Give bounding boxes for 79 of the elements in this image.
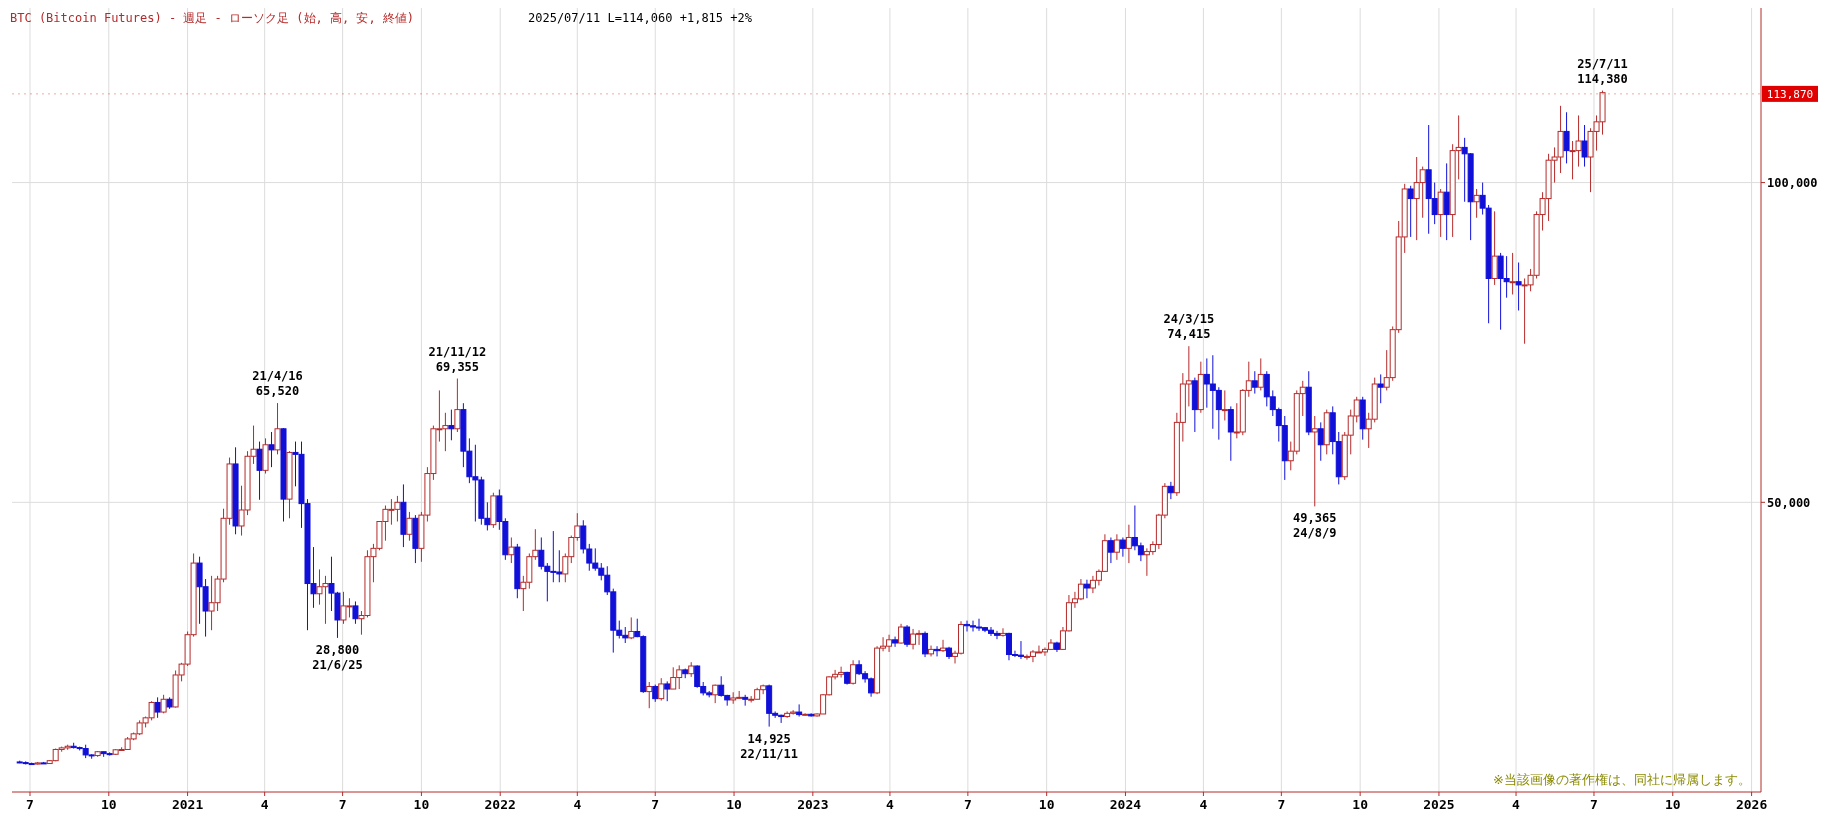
- x-tick-label: 10: [413, 797, 430, 812]
- chart-subtitle: 2025/07/11 L=114,060 +1,815 +2%: [528, 11, 753, 25]
- annotation: 21/4/16 65,520: [252, 369, 303, 399]
- x-tick-label: 7: [26, 797, 34, 812]
- x-tick-label: 2022: [484, 797, 516, 812]
- candlestick: [1125, 524, 1132, 564]
- candlestick: [1311, 415, 1318, 507]
- candlestick: [796, 703, 803, 718]
- x-tick-label: 7: [338, 797, 347, 812]
- x-tick-label: 4: [260, 797, 269, 812]
- ref-line-label: 113,870: [1766, 87, 1814, 101]
- annotation: 24/3/15 74,415: [1163, 312, 1215, 342]
- x-tick-label: 4: [1512, 797, 1521, 812]
- candlestick: [1473, 188, 1480, 219]
- chart-title: BTC (Bitcoin Futures) - 週足 - ローソク足 (始, 高, 安, 終値): [10, 11, 415, 25]
- x-tick-label: 10: [1664, 797, 1681, 812]
- x-tick-label: 7: [1277, 797, 1286, 812]
- candlestick: [1119, 536, 1126, 558]
- candlestick: [1167, 481, 1174, 500]
- annotation: 25/7/11 114,380: [1577, 56, 1628, 86]
- candlestick: [934, 645, 941, 657]
- candlestick: [892, 636, 899, 648]
- y-tick-label: 100,000: [1767, 175, 1818, 190]
- x-tick-label: 10: [1038, 797, 1055, 812]
- candlestick: [904, 624, 911, 648]
- candlestick: [658, 677, 665, 702]
- candlestick: [898, 623, 905, 645]
- annotation: ※当該画像の著作権は、同社に帰属します。: [1493, 772, 1751, 787]
- candlestick: [1221, 389, 1228, 421]
- y-tick-label: 50,000: [1767, 495, 1811, 510]
- x-tick-label: 2025: [1423, 797, 1455, 812]
- candlestick: [1515, 262, 1522, 311]
- x-tick-label: 10: [100, 797, 117, 812]
- candlestick: [454, 378, 461, 433]
- candlestick: [1563, 111, 1570, 164]
- x-tick-label: 2023: [797, 797, 829, 812]
- candlestick: [448, 409, 455, 441]
- candlestick: [1257, 357, 1264, 391]
- candlestick: [940, 639, 947, 653]
- candlestick: [508, 536, 515, 564]
- candlestick: [999, 627, 1006, 638]
- candlestick: [256, 441, 263, 501]
- candlestick: [406, 511, 413, 542]
- candlestick: [154, 696, 161, 719]
- annotation: 21/11/12 69,355: [428, 344, 487, 374]
- candlestick: [1443, 162, 1450, 241]
- candlestick: [1251, 370, 1258, 395]
- candlestick: [1107, 536, 1114, 564]
- candlestick: [850, 659, 857, 686]
- candlestick: [1581, 124, 1588, 168]
- x-tick-label: 10: [726, 797, 743, 812]
- candlestick: [664, 680, 671, 702]
- x-tick-label: 7: [651, 797, 660, 812]
- x-tick-label: 2021: [171, 797, 204, 812]
- x-tick-label: 4: [573, 797, 582, 812]
- x-tick-label: 2026: [1735, 797, 1768, 812]
- candlestick: [1407, 185, 1414, 238]
- candlestick: [1227, 405, 1234, 462]
- candlestick: [268, 431, 275, 468]
- annotation: 49,365 24/8/9: [1293, 511, 1337, 541]
- x-tick-label: 10: [1352, 797, 1369, 812]
- candlestick: [646, 681, 653, 709]
- x-tick-label: 2024: [1109, 797, 1142, 812]
- candlestick: [1509, 252, 1516, 295]
- candlestick: [352, 600, 359, 625]
- candlestick: [1113, 533, 1120, 561]
- x-tick-label: 4: [1199, 797, 1208, 812]
- candlestick: [1317, 421, 1324, 462]
- candlestick: [1083, 579, 1090, 599]
- x-tick-label: 7: [1590, 797, 1598, 812]
- annotation: 28,800 21/6/25: [312, 642, 363, 672]
- candlestick: [274, 402, 281, 455]
- annotation: 14,925 22/11/11: [740, 731, 799, 761]
- x-tick-label: 7: [963, 797, 972, 812]
- candlestick: [1377, 373, 1384, 404]
- candlestick: [1437, 188, 1444, 238]
- candlestick: [1491, 210, 1498, 286]
- x-tick-label: 4: [886, 797, 895, 812]
- candlestick: [922, 630, 929, 658]
